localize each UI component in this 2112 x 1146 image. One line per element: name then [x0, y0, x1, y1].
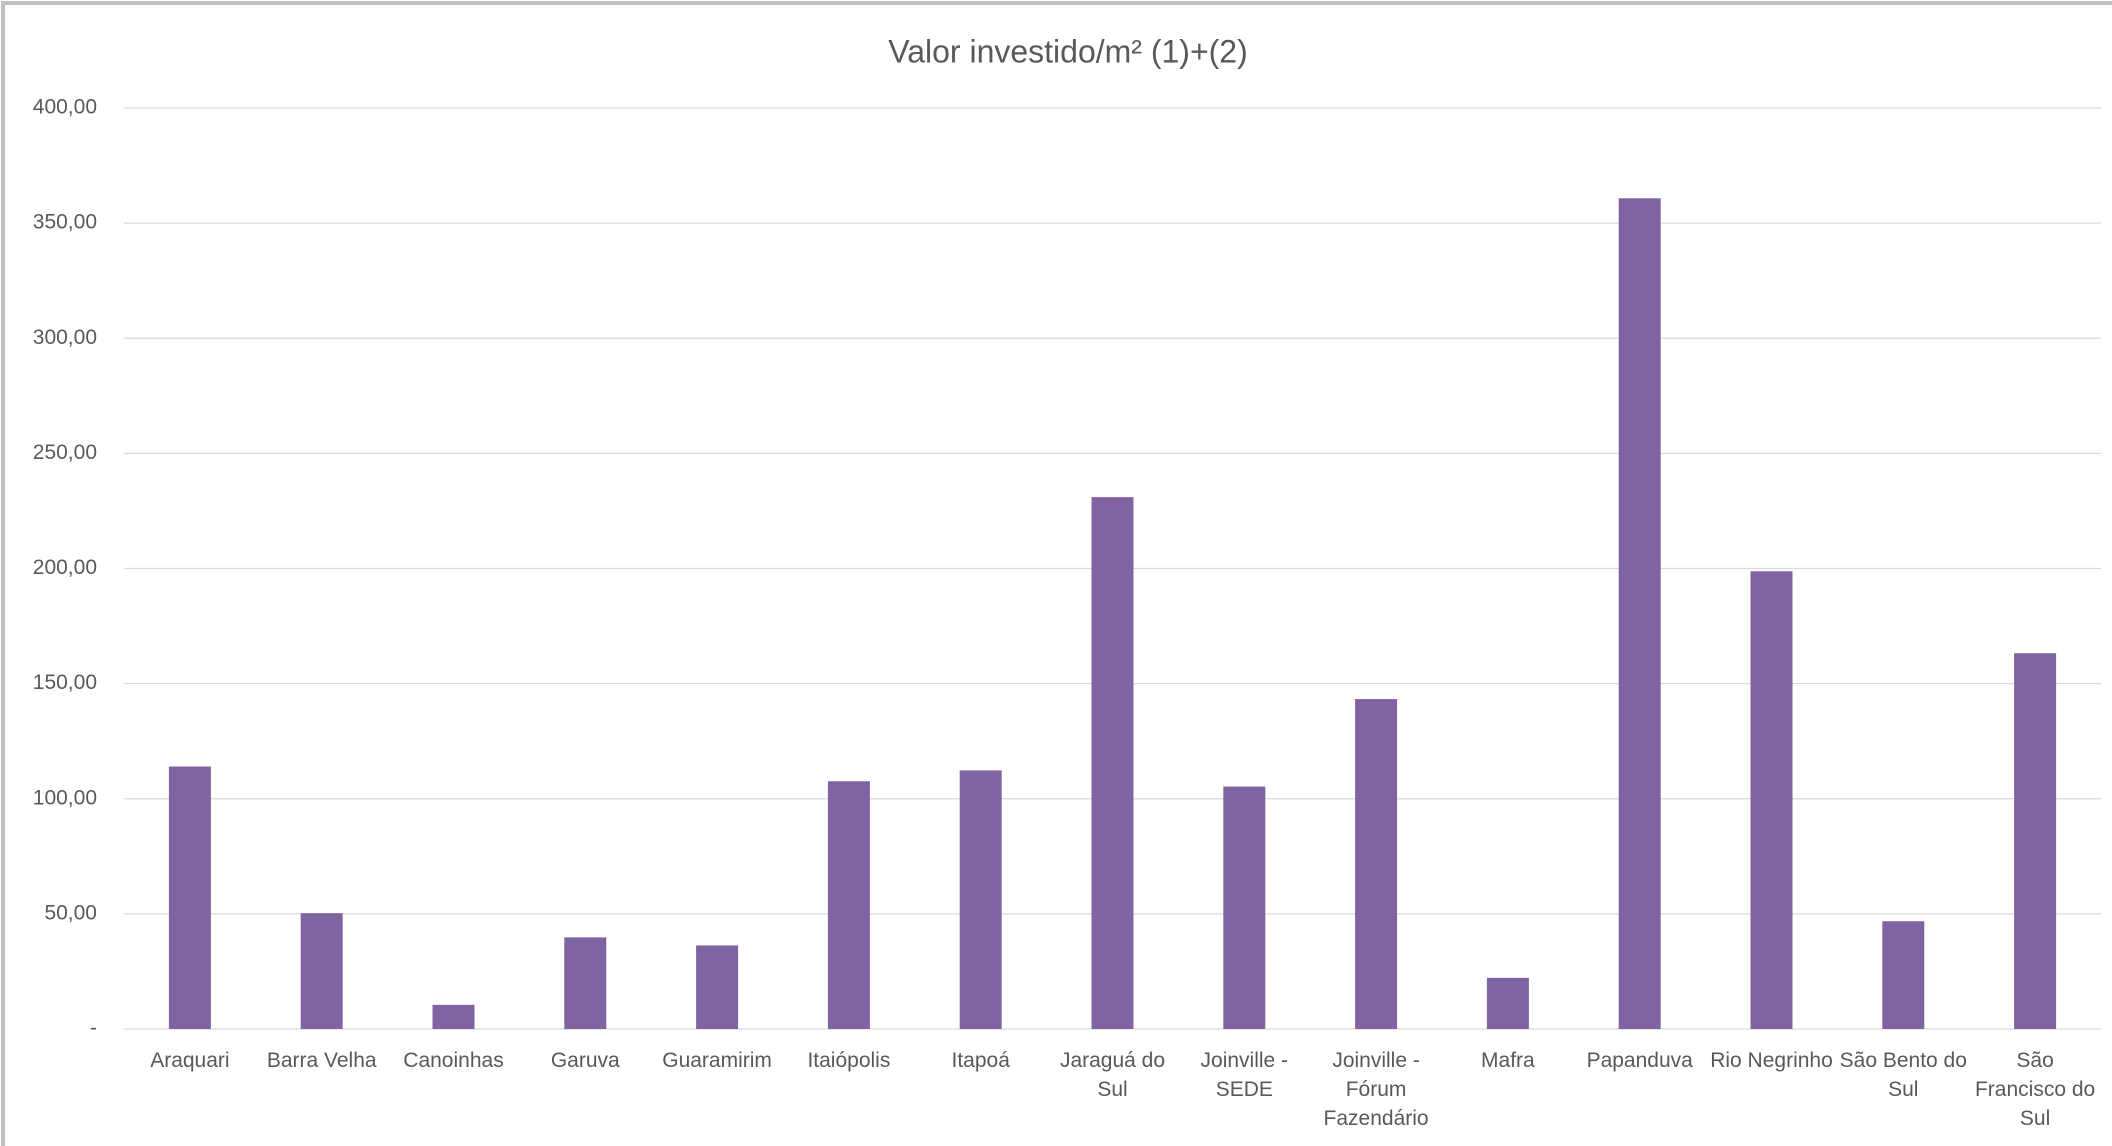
x-tick-label-box: São Bento do Sul — [1839, 1049, 1967, 1101]
y-tick-label: 200,00 — [33, 556, 97, 579]
bar — [2014, 653, 2057, 1029]
x-tick-label-box: Mafra — [1481, 1049, 1535, 1072]
chart-title: Valor investido/m² (1)+(2) — [888, 33, 1248, 69]
y-tick-label: 100,00 — [33, 786, 97, 809]
x-tick-label-box: Araquari — [150, 1049, 230, 1072]
x-tick-label-box: Barra Velha — [266, 1049, 377, 1072]
x-tick-label-box: Itaiópolis — [807, 1049, 891, 1072]
x-tick-label-box: Canoinhas — [403, 1049, 504, 1072]
x-tick-label-box: Joinville - Fórum Fazendário — [1323, 1049, 1429, 1130]
y-tick-label: 250,00 — [33, 441, 97, 464]
bar — [696, 945, 739, 1029]
x-tick-label: Papanduva — [1586, 1049, 1693, 1072]
x-tick-label-box: Guaramirim — [662, 1049, 772, 1072]
x-tick-label: Araquari — [150, 1049, 230, 1072]
bar — [1618, 198, 1661, 1029]
x-tick-label-box: Jaraguá do Sul — [1059, 1049, 1166, 1101]
x-tick-label: Barra Velha — [266, 1049, 377, 1072]
bar — [1223, 786, 1266, 1029]
x-tick-label: Canoinhas — [403, 1049, 504, 1072]
x-tick-label: Rio Negrinho — [1710, 1049, 1833, 1072]
x-tick-label: Itapoá — [951, 1049, 1010, 1072]
x-tick-label: Mafra — [1481, 1049, 1535, 1072]
bar — [827, 781, 870, 1029]
x-tick-label: Guaramirim — [662, 1049, 772, 1072]
y-tick-label: 150,00 — [33, 671, 97, 694]
bar — [300, 913, 343, 1029]
y-tick-label: 350,00 — [33, 211, 97, 234]
x-tick-label: Jaraguá do Sul — [1059, 1049, 1166, 1101]
x-tick-label-box: Garuva — [550, 1049, 620, 1072]
x-tick-label-box: Joinville - SEDE — [1200, 1049, 1289, 1101]
x-tick-label: Itaiópolis — [807, 1049, 891, 1072]
bar — [959, 770, 1002, 1029]
x-tick-label: Garuva — [550, 1049, 620, 1072]
x-tick-label: Joinville - Fórum Fazendário — [1323, 1049, 1429, 1130]
bar — [1750, 571, 1793, 1029]
bar — [1486, 977, 1529, 1029]
x-tick-label: São Francisco do Sul — [1974, 1049, 2096, 1130]
x-tick-label-box: Rio Negrinho — [1710, 1049, 1833, 1072]
x-tick-label-box: Itapoá — [951, 1049, 1010, 1072]
x-tick-label: São Bento do Sul — [1839, 1049, 1967, 1101]
bar — [168, 766, 211, 1029]
bar — [1091, 497, 1134, 1029]
bar — [1355, 699, 1398, 1029]
y-tick-label: - — [90, 1017, 97, 1040]
x-tick-label-box: São Francisco do Sul — [1974, 1049, 2096, 1130]
y-tick-label: 300,00 — [33, 326, 97, 349]
bar — [1882, 921, 1925, 1029]
y-tick-label: 400,00 — [33, 96, 97, 119]
x-tick-label: Joinville - SEDE — [1200, 1049, 1289, 1101]
y-tick-label: 50,00 — [44, 901, 97, 924]
bar — [432, 1004, 475, 1029]
bar — [564, 937, 607, 1029]
x-tick-label-box: Papanduva — [1586, 1049, 1693, 1072]
